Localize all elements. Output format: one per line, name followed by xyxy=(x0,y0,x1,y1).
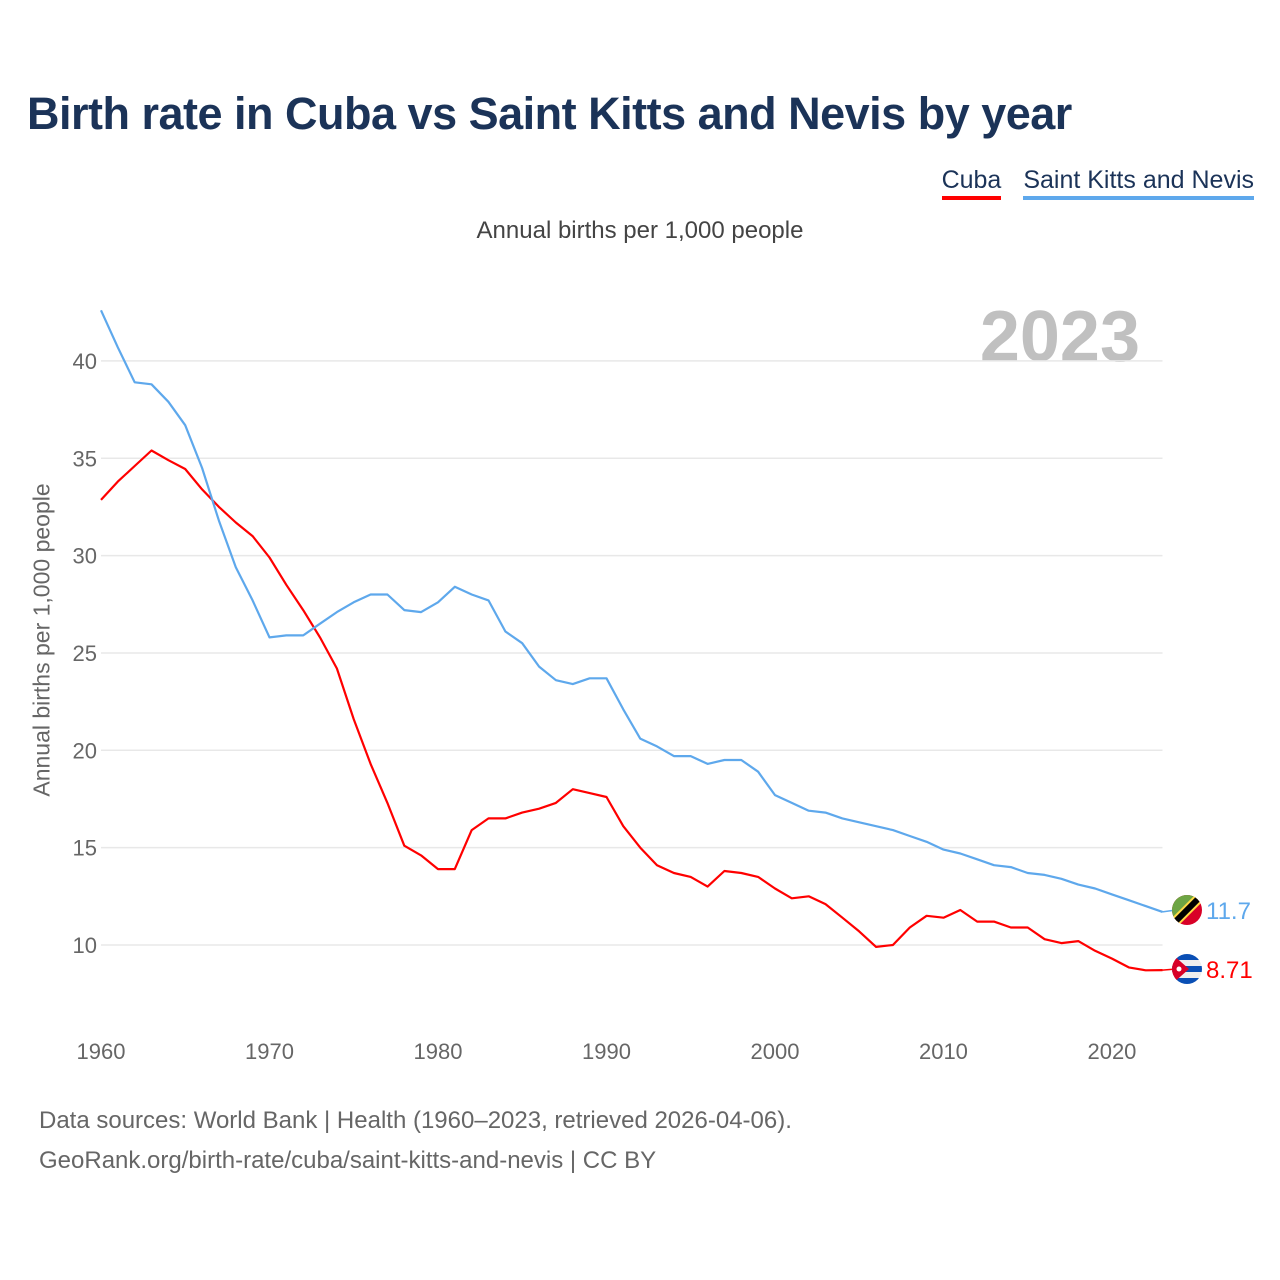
legend: Cuba Saint Kitts and Nevis xyxy=(941,166,1254,200)
legend-item-cuba[interactable]: Cuba xyxy=(941,166,1002,200)
source-url-text[interactable]: GeoRank.org/birth-rate/cuba/saint-kitts-… xyxy=(39,1147,657,1174)
series-line-saint-kitts-and-nevis xyxy=(99,309,1163,913)
x-tick-label: 1970 xyxy=(245,1039,294,1064)
x-tick-label: 2000 xyxy=(750,1039,799,1064)
cuba-flag-icon xyxy=(1172,954,1202,984)
y-tick-label: 30 xyxy=(73,544,97,569)
y-tick-label: 35 xyxy=(73,446,97,471)
x-tick-label: 2010 xyxy=(919,1039,968,1064)
series-line-cuba xyxy=(100,449,1163,972)
y-tick-label: 15 xyxy=(73,836,97,861)
x-tick-label: 1990 xyxy=(582,1039,631,1064)
year-watermark: 2023 xyxy=(980,297,1140,377)
y-tick-label: 25 xyxy=(73,641,97,666)
saint-kitts-and-nevis-flag-icon xyxy=(1172,895,1202,925)
x-tick-label: 2020 xyxy=(1087,1039,1136,1064)
legend-item-saint-kitts-and-nevis[interactable]: Saint Kitts and Nevis xyxy=(1023,166,1254,200)
end-value-label: 11.7 xyxy=(1206,898,1251,925)
chart-subtitle: Annual births per 1,000 people xyxy=(476,217,804,244)
data-source-text: Data sources: World Bank | Health (1960–… xyxy=(39,1107,792,1134)
x-tick-label: 1960 xyxy=(77,1039,126,1064)
y-tick-label: 40 xyxy=(73,349,97,374)
x-tick-label: 1980 xyxy=(414,1039,463,1064)
y-tick-label: 20 xyxy=(73,738,97,763)
y-tick-label: 10 xyxy=(73,933,97,958)
end-value-label: 8.71 xyxy=(1206,957,1253,984)
chart-title: Birth rate in Cuba vs Saint Kitts and Ne… xyxy=(27,88,1072,139)
